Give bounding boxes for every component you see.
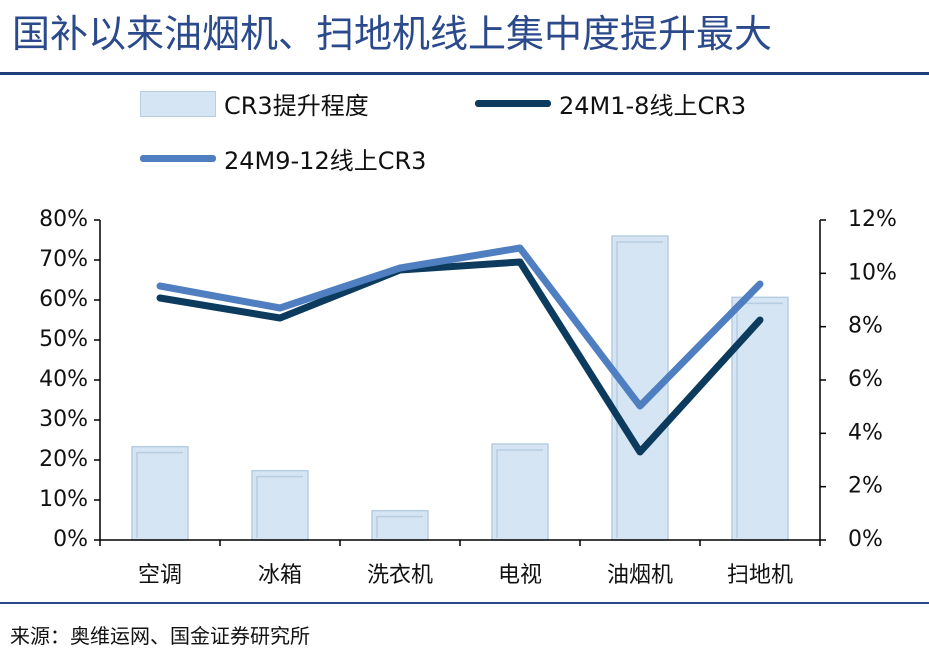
legend-label-bar: CR3提升程度 xyxy=(224,92,369,120)
left-tick-label-5: 50% xyxy=(39,327,88,352)
left-tick-label-1: 10% xyxy=(39,487,88,512)
title-divider xyxy=(0,72,929,75)
x-tick-label-4: 油烟机 xyxy=(607,563,673,588)
right-tick-label-2: 4% xyxy=(848,420,883,445)
bar-edge-0 xyxy=(136,451,183,538)
right-tick-label-3: 6% xyxy=(848,367,883,392)
bar-edge-2 xyxy=(376,515,423,538)
footer-divider xyxy=(0,602,929,604)
legend-swatch-bar xyxy=(140,90,216,117)
legend-swatch-line1 xyxy=(475,100,551,107)
x-tick-label-3: 电视 xyxy=(498,563,542,588)
left-tick-label-2: 20% xyxy=(39,447,88,472)
line-series-1 xyxy=(156,258,764,456)
left-tick-label-4: 40% xyxy=(39,367,88,392)
legend-item-line1: 24M1-8线上CR3 xyxy=(475,86,746,121)
bar-1 xyxy=(251,469,309,541)
x-tick-label-2: 洗衣机 xyxy=(367,563,433,588)
legend-item-line2: 24M9-12线上CR3 xyxy=(140,141,426,176)
right-tick-label-4: 8% xyxy=(848,314,883,339)
bar-3 xyxy=(491,443,549,541)
right-tick-label-5: 10% xyxy=(848,260,897,285)
bar-2 xyxy=(371,509,429,541)
bar-0 xyxy=(131,445,189,541)
combo-chart: 0% 10% 20% 30% 40% 50% 60% 70% 80% 0% 2% 4% 6% 8% 10% 1… xyxy=(39,207,897,588)
legend-label-line1: 24M1-8线上CR3 xyxy=(559,92,747,120)
x-tick-label-0: 空调 xyxy=(138,563,182,588)
bar-edge-4 xyxy=(616,241,663,538)
right-tick-label-6: 12% xyxy=(848,207,897,232)
left-tick-label-6: 60% xyxy=(39,287,88,312)
page-title: 国补以来油烟机、扫地机线上集中度提升最大 xyxy=(12,12,773,56)
right-tick-label-0: 0% xyxy=(848,527,883,552)
legend-swatch-line2 xyxy=(140,155,216,162)
source-note: 来源：奥维运网、国金证券研究所 xyxy=(10,624,310,648)
legend-item-bar: CR3提升程度 xyxy=(140,86,369,121)
left-tick-label-8: 80% xyxy=(39,207,88,232)
x-tick-label-5: 扫地机 xyxy=(727,563,793,588)
left-tick-label-3: 30% xyxy=(39,407,88,432)
x-tick-label-1: 冰箱 xyxy=(258,563,302,588)
left-tick-label-0: 0% xyxy=(53,527,88,552)
bar-edge-3 xyxy=(496,449,543,538)
line-series-2 xyxy=(156,244,764,410)
left-tick-label-7: 70% xyxy=(39,247,88,272)
legend-label-line2: 24M9-12线上CR3 xyxy=(224,147,427,175)
bar-edge-1 xyxy=(256,475,303,538)
chart-legend: CR3提升程度 24M1-8线上CR3 24M9-12线上CR3 xyxy=(0,0,929,200)
right-tick-label-1: 2% xyxy=(848,474,883,499)
bar-5 xyxy=(731,296,789,541)
